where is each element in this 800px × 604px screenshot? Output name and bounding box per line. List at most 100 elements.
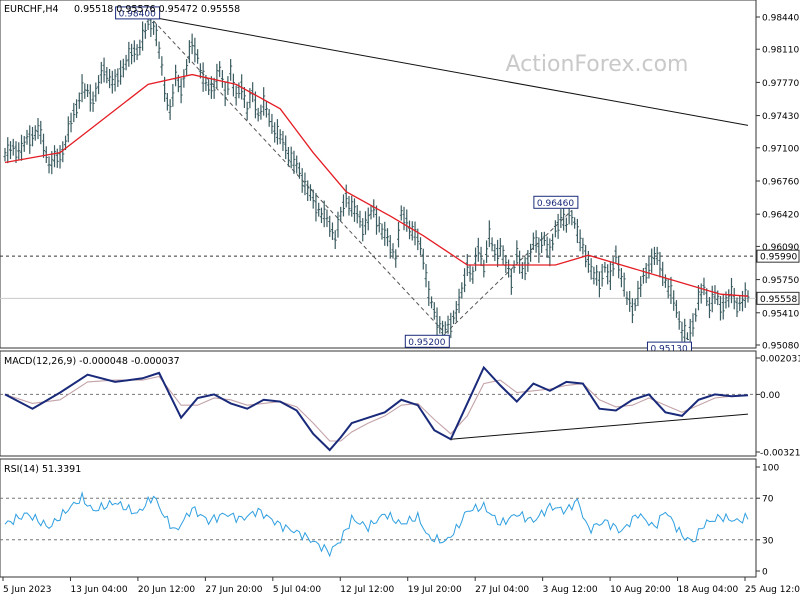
price-bar <box>141 21 145 51</box>
price-bar <box>435 307 439 337</box>
price-bar <box>333 230 337 250</box>
price-tick-label: 0.97770 <box>762 79 799 89</box>
price-bar <box>641 268 645 284</box>
price-bar <box>600 263 604 287</box>
price-bar <box>317 202 321 217</box>
price-bar <box>457 288 461 314</box>
price-bar <box>479 246 483 267</box>
trendline <box>148 16 749 126</box>
time-tick-label: 18 Aug 04:00 <box>678 585 739 595</box>
watermark: ActionForex.com <box>506 52 689 77</box>
price-bar <box>325 209 329 228</box>
price-bar <box>427 280 431 306</box>
price-bar <box>446 315 450 334</box>
price-bar <box>113 69 117 92</box>
macd-pane: 0.002031 0.00 -0.003214 MACD(12,26,9) -0.0… <box>0 350 800 459</box>
price-bar <box>306 180 310 201</box>
price-bar <box>185 59 189 76</box>
price-bar <box>380 223 384 240</box>
price-bar <box>132 40 136 63</box>
price-bar <box>471 266 475 284</box>
price-bar <box>405 209 409 232</box>
price-bar <box>292 150 296 174</box>
price-bar <box>551 233 555 251</box>
price-bar <box>548 238 552 267</box>
price-bar <box>97 75 101 95</box>
price-bar <box>322 200 326 228</box>
price-bar <box>116 68 120 87</box>
price-bar <box>608 262 612 291</box>
price-bar <box>31 126 35 147</box>
rsi-pane-frame <box>0 458 757 578</box>
rsi-line <box>4 491 749 558</box>
price-bar <box>463 268 467 293</box>
price-bar <box>355 204 359 224</box>
macd-line <box>4 365 749 452</box>
rsi-label: RSI(14) 51.3391 <box>4 464 81 475</box>
price-bar <box>575 218 579 244</box>
price-bar <box>344 184 348 208</box>
price-bar <box>242 87 246 108</box>
price-bar <box>578 229 582 252</box>
price-bar <box>105 67 109 84</box>
price-bar <box>628 290 632 312</box>
price-bar <box>413 221 417 246</box>
price-bar <box>647 256 651 279</box>
price-bar <box>127 41 131 67</box>
price-bar <box>275 119 279 145</box>
price-tick-label: 0.96760 <box>762 178 799 188</box>
price-tick-label: 0.98110 <box>762 46 799 56</box>
macd-tick-label: 0.002031 <box>760 355 800 365</box>
price-bar <box>531 232 535 251</box>
price-bar <box>165 93 169 111</box>
time-tick-label: 27 Jul 04:00 <box>475 585 529 595</box>
price-bar <box>424 264 428 288</box>
price-bar <box>303 172 307 196</box>
price-bar <box>94 82 98 102</box>
price-bar <box>300 168 304 193</box>
price-bar <box>663 274 667 288</box>
price-tick-label: 0.97430 <box>762 112 799 122</box>
price-annotation: 0.96460 <box>533 195 579 209</box>
price-bar <box>559 209 563 229</box>
price-bar <box>311 189 315 209</box>
time-tick-label: 5 Jul 04:00 <box>273 585 322 595</box>
price-bar <box>540 232 544 253</box>
price-bar <box>179 78 183 104</box>
price-bar <box>171 84 175 107</box>
price-bar <box>264 100 268 118</box>
price-bar <box>28 125 32 154</box>
price-bar <box>253 91 257 119</box>
price-bar <box>339 206 343 221</box>
price-bar <box>50 151 54 175</box>
price-bar <box>215 63 219 89</box>
price-bar <box>674 300 678 318</box>
price-tick-label: 0.97100 <box>762 144 799 154</box>
price-bar <box>72 102 76 123</box>
macd-tick-label: 0.00 <box>760 391 780 401</box>
price-bar <box>138 39 142 56</box>
price-bar <box>121 58 125 78</box>
macd-label: MACD(12,26,9) -0.000048 -0.000037 <box>4 356 180 367</box>
price-bar <box>66 116 70 143</box>
price-bar <box>699 283 703 304</box>
price-axis: 0.98440 0.98110 0.97770 0.97430 0.97100 0.967… <box>756 14 799 352</box>
rsi-axis: 100 70 30 0 <box>756 464 779 578</box>
price-bar <box>652 246 656 266</box>
price-bar <box>672 290 676 311</box>
price-bar <box>154 24 158 47</box>
price-bar <box>20 134 24 161</box>
price-bar <box>209 76 213 99</box>
price-bar <box>182 69 186 88</box>
price-bar <box>526 250 530 272</box>
price-bar <box>256 107 260 122</box>
rsi-tick-label: 100 <box>762 464 779 474</box>
price-bar <box>694 308 698 322</box>
rsi-tick-label: 0 <box>762 568 768 578</box>
price-bar <box>562 208 566 231</box>
price-bar <box>336 211 340 238</box>
price-bar <box>152 20 156 35</box>
price-bar <box>474 247 478 272</box>
price-bar <box>55 148 59 168</box>
price-bar <box>135 44 139 60</box>
